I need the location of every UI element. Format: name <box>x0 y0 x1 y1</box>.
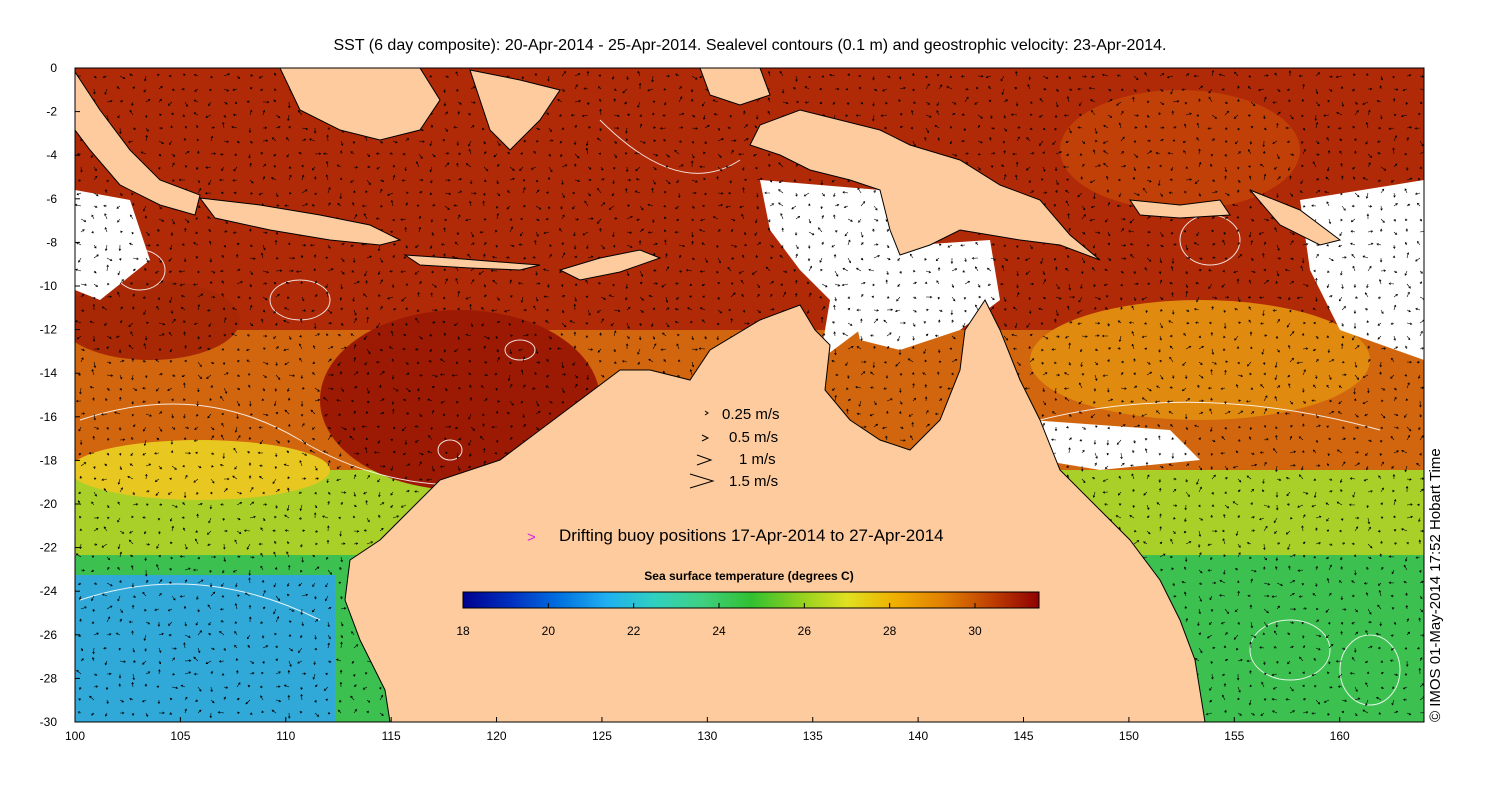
colorbar-tick-label: 30 <box>968 624 982 638</box>
buoy-legend-label: Drifting buoy positions 17-Apr-2014 to 2… <box>559 526 944 545</box>
x-tick-label: 140 <box>908 729 928 743</box>
land-lesser-sunda <box>403 254 541 271</box>
y-tick-label: -6 <box>46 192 57 206</box>
sst-cool-southwest <box>75 575 335 722</box>
velocity-legend-arrow <box>704 410 709 416</box>
y-tick-label: -2 <box>46 105 57 119</box>
x-tick-label: 125 <box>592 729 612 743</box>
missing-data-east <box>1300 180 1424 360</box>
y-tick-label: -20 <box>40 497 58 511</box>
land-sumatra <box>75 71 201 216</box>
map-plot-area <box>75 68 1424 722</box>
land <box>75 68 1342 722</box>
x-tick-label: 145 <box>1014 729 1034 743</box>
colorbar-tick-label: 28 <box>883 624 897 638</box>
y-tick-label: -30 <box>40 715 58 729</box>
y-tick-label: -8 <box>46 235 57 249</box>
y-tick-label: -24 <box>40 584 58 598</box>
y-axis: 0 -2 -4 -6 -8 -10 -12 -14 -16 -18 -20 -22 -24 -26 -28 -… <box>40 61 80 729</box>
x-tick-label: 105 <box>170 729 190 743</box>
y-tick-label: -28 <box>40 671 58 685</box>
land-australia <box>344 299 1206 722</box>
x-tick-label: 100 <box>65 729 85 743</box>
x-tick-label: 115 <box>382 729 401 743</box>
y-tick-label: 0 <box>50 61 57 75</box>
y-tick-label: -14 <box>40 366 58 380</box>
velocity-legend-arrow <box>689 473 715 489</box>
map-frame <box>74 67 1425 723</box>
missing-data-carpentaria <box>840 240 1000 350</box>
colorbar-gradient <box>462 591 1040 609</box>
y-tick-label: -16 <box>40 410 58 424</box>
colorbar-tick-label: 24 <box>712 624 726 638</box>
land-new-guinea <box>749 109 1101 261</box>
land-timor <box>558 249 662 281</box>
colorbar-tick-label: 18 <box>456 624 470 638</box>
y-tick-label: -18 <box>40 453 58 467</box>
y-tick-label: -4 <box>46 148 57 162</box>
velocity-legend-item: 1.5 m/s <box>689 473 778 490</box>
chart-title: SST (6 day composite): 20-Apr-2014 - 25-… <box>333 37 1167 54</box>
colorbar-ticks: 18 20 22 24 26 28 30 <box>456 603 982 638</box>
land-sulawesi <box>469 69 561 151</box>
y-tick-label: -26 <box>40 628 58 642</box>
velocity-legend: 0.25 m/s 0.5 m/s 1 m/s 1.5 m/s <box>689 406 780 490</box>
land-new-britain <box>1128 199 1231 219</box>
y-tick-label: -10 <box>40 279 58 293</box>
velocity-legend-label: 1.5 m/s <box>729 473 778 490</box>
velocity-legend-item: 0.25 m/s <box>704 406 780 423</box>
sst-warm-coral-sea <box>1060 90 1300 210</box>
velocity-legend-arrow <box>701 434 710 442</box>
colorbar-title: Sea surface temperature (degrees C) <box>644 569 853 583</box>
x-axis: 100 105 110 115 120 125 130 135 140 145 150 155 160 <box>65 717 1350 743</box>
colorbar-tick-label: 22 <box>627 624 641 638</box>
credit-text: © IMOS 01-May-2014 17:52 Hobart Time <box>1427 448 1444 722</box>
sst-warm-nw <box>75 280 240 360</box>
sst-orange-east <box>1030 300 1370 420</box>
buoy-legend: > Drifting buoy positions 17-Apr-2014 to… <box>527 526 944 546</box>
velocity-legend-label: 0.25 m/s <box>722 406 780 423</box>
land-solomons <box>1249 189 1342 246</box>
velocity-legend-item: 0.5 m/s <box>701 429 778 446</box>
x-tick-label: 150 <box>1119 729 1139 743</box>
x-tick-label: 160 <box>1330 729 1350 743</box>
land-java <box>198 197 402 246</box>
x-tick-label: 110 <box>276 729 295 743</box>
velocity-legend-item: 1 m/s <box>696 451 776 468</box>
sst-yellow-west <box>75 440 330 500</box>
y-tick-label: -22 <box>40 541 58 555</box>
x-tick-label: 155 <box>1224 729 1244 743</box>
colorbar: Sea surface temperature (degrees C) 18 20… <box>456 569 1040 638</box>
missing-data-queensland <box>1030 420 1200 470</box>
velocity-legend-arrow <box>696 454 713 466</box>
x-tick-label: 120 <box>487 729 507 743</box>
x-tick-label: 130 <box>697 729 717 743</box>
land-halmahera <box>699 68 771 106</box>
colorbar-tick-label: 26 <box>798 624 812 638</box>
velocity-legend-label: 1 m/s <box>739 451 776 468</box>
velocity-legend-label: 0.5 m/s <box>729 429 778 446</box>
colorbar-tick-label: 20 <box>542 624 556 638</box>
buoy-symbol-icon: > <box>527 529 536 546</box>
x-tick-label: 135 <box>803 729 823 743</box>
y-tick-label: -12 <box>40 323 58 337</box>
land-borneo <box>279 68 441 141</box>
missing-data-west <box>75 190 150 300</box>
